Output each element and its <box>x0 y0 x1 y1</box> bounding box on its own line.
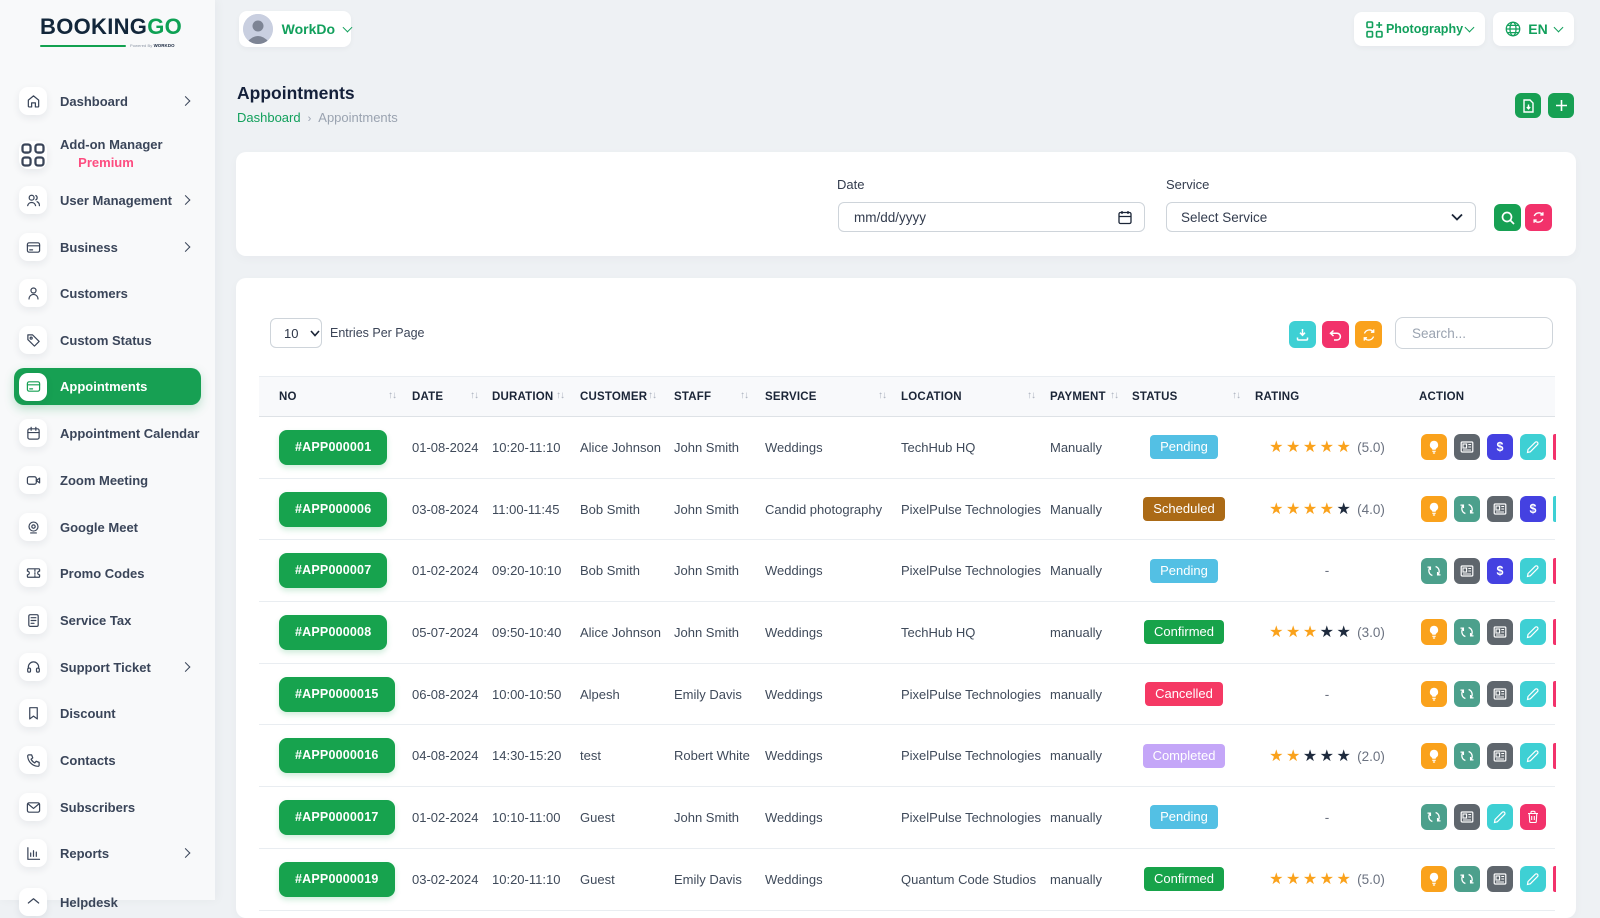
svg-text:$: $ <box>1497 564 1504 578</box>
svg-text:$: $ <box>1497 441 1504 455</box>
svg-text:$: $ <box>1530 502 1537 516</box>
